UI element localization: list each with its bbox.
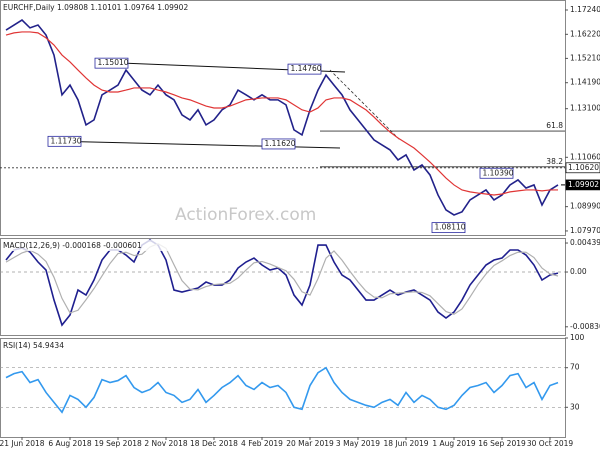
- y-tick-label: 100: [570, 333, 585, 342]
- panel-title: RSI(14) 54.9434: [3, 341, 64, 350]
- y-tick-label: 1.17240: [570, 5, 600, 14]
- x-tick-label: 16 Sep 2019: [478, 439, 526, 448]
- annotation-box: [287, 63, 322, 75]
- series-line: [5, 31, 558, 196]
- marker-box: [565, 162, 600, 174]
- y-tick-label: 0.004398: [570, 238, 600, 247]
- x-tick-label: 6 Aug 2018: [48, 439, 91, 448]
- title-bg: [1, 240, 181, 251]
- annotation-box: [94, 57, 129, 69]
- series-line: [5, 19, 559, 216]
- x-tick-label: 18 Jun 2019: [383, 439, 428, 448]
- title-bg: [1, 340, 181, 351]
- y-tick-label: 0.00: [570, 267, 587, 276]
- annotation-box: [431, 222, 466, 234]
- x-tick-label: 19 Sep 2018: [94, 439, 142, 448]
- x-tick-label: 20 Mar 2019: [286, 439, 334, 448]
- series-line: [5, 239, 559, 327]
- annotation-label: 1.08110: [435, 223, 466, 232]
- x-tick-label: 2 Nov 2018: [144, 439, 187, 448]
- y-tick-label: 1.07970: [570, 226, 600, 235]
- panel-frame: [0, 238, 566, 336]
- series-line: [5, 366, 559, 414]
- x-tick-label: 4 Feb 2019: [241, 439, 283, 448]
- annotation-label: 1.11620: [265, 139, 296, 148]
- panel-frame: [0, 338, 566, 438]
- marker-label: 1.09902: [568, 180, 599, 189]
- y-tick-label: 1.13100: [570, 104, 600, 113]
- x-tick-label: 1 Aug 2019: [432, 439, 475, 448]
- trend-line: [329, 69, 401, 141]
- y-tick-label: 1.16220: [570, 29, 600, 38]
- y-tick-label: 1.11060: [570, 152, 600, 161]
- x-tick-label: 18 Dec 2018: [190, 439, 238, 448]
- fib-label: 61.8: [546, 121, 563, 130]
- marker-label: 1.10620: [568, 163, 599, 172]
- x-tick-label: 21 Jun 2018: [0, 439, 45, 448]
- title-bg: [1, 2, 181, 13]
- annotation-label: 1.14760: [291, 64, 322, 73]
- series-line: [5, 243, 559, 315]
- panel-title: EURCHF,Daily 1.09808 1.10101 1.09764 1.0…: [3, 3, 188, 12]
- annotation-label: 1.10390: [483, 168, 514, 177]
- panel-title: MACD(12,26,9) -0.000168 -0.000601: [3, 241, 142, 250]
- x-tick-label: 30 Oct 2019: [527, 439, 574, 448]
- annotation-box: [261, 138, 296, 150]
- y-tick-label: 1.15210: [570, 53, 600, 62]
- y-tick-label: 70: [570, 363, 580, 372]
- panel-frame: [0, 0, 566, 236]
- annotation-box: [47, 135, 82, 147]
- marker-box: [565, 179, 600, 191]
- annotation-box: [479, 167, 514, 179]
- annotation-label: 1.11730: [51, 136, 82, 145]
- y-tick-label: -0.008306: [570, 322, 600, 331]
- y-tick-label: 30: [570, 402, 580, 411]
- x-tick-label: 3 May 2019: [336, 439, 380, 448]
- annotation-label: 1.15010: [98, 58, 129, 67]
- fib-label: 38.2: [546, 157, 563, 166]
- watermark: ActionForex.com: [175, 205, 316, 225]
- y-tick-label: 1.08990: [570, 202, 600, 211]
- y-tick-label: 1.14190: [570, 78, 600, 87]
